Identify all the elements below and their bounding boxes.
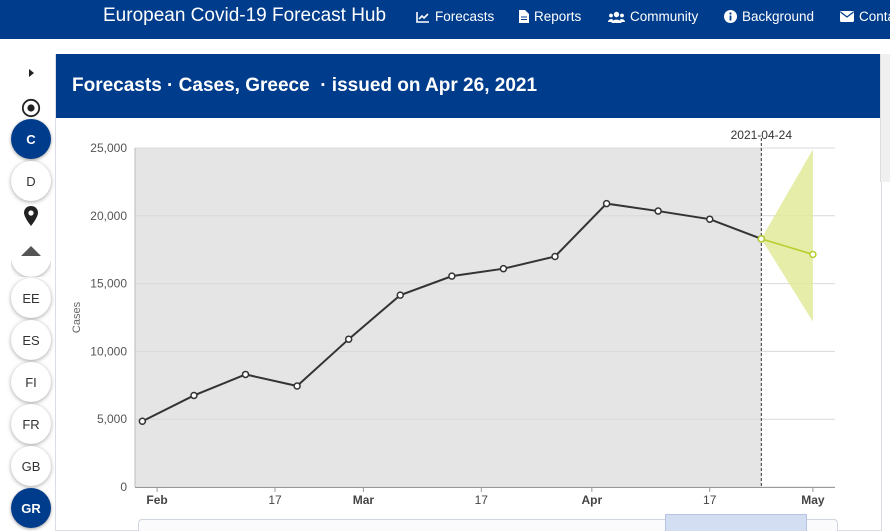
nav-contact[interactable]: Conta	[840, 9, 890, 24]
country-button-fi[interactable]: FI	[11, 362, 51, 402]
nav-background[interactable]: Background	[724, 9, 814, 24]
y-tick-label: 5,000	[97, 412, 127, 426]
info-circle-icon	[724, 10, 737, 23]
chart-series	[138, 199, 817, 425]
nav-reports-label: Reports	[534, 9, 582, 24]
target-cases-label: C	[26, 131, 36, 147]
panel-header: Forecasts · Cases, Greece · issued on Ap…	[56, 54, 881, 118]
time-range-selector-handle[interactable]	[665, 514, 807, 531]
nav-forecasts[interactable]: Forecasts	[416, 9, 494, 24]
country-label-gb: GB	[21, 458, 41, 474]
file-icon	[519, 10, 529, 23]
target-deaths-label: D	[26, 173, 36, 189]
chart-line-icon	[416, 11, 429, 23]
y-tick-label: 15,000	[90, 277, 127, 291]
country-button-gb[interactable]: GB	[11, 446, 51, 486]
observed-point	[499, 264, 508, 273]
map-marker-icon[interactable]	[20, 205, 42, 227]
target-cases-button[interactable]: C	[11, 119, 51, 159]
y-tick-label: 25,000	[90, 141, 127, 155]
forecast-interval-area	[761, 149, 813, 322]
country-button-gr[interactable]: GR	[11, 488, 51, 528]
observed-point	[241, 370, 250, 379]
y-tick-label: 10,000	[90, 344, 127, 358]
observed-point	[344, 335, 353, 343]
y-tick-label: 0	[120, 480, 127, 494]
observed-point	[551, 252, 559, 261]
x-tick-label: Feb	[146, 493, 167, 507]
country-label-fr: FR	[22, 416, 40, 432]
time-range-selector[interactable]	[138, 519, 838, 531]
observed-point	[705, 215, 714, 223]
nav-reports[interactable]: Reports	[519, 9, 581, 24]
country-label-es: ES	[22, 332, 40, 348]
forecast-date-label: 2021-04-24	[731, 128, 793, 142]
country-button-fr[interactable]: FR	[11, 404, 51, 444]
nav-community[interactable]: Community	[608, 9, 698, 24]
country-label-ee: EE	[22, 290, 40, 306]
users-icon	[608, 11, 625, 23]
observed-point	[138, 417, 147, 425]
x-tick-label: 17	[475, 493, 489, 507]
expand-chevron-icon[interactable]	[20, 62, 42, 84]
panel-title: Forecasts · Cases, Greece · issued on Ap…	[72, 75, 538, 96]
target-icon[interactable]	[20, 97, 42, 119]
country-label-fi: FI	[25, 374, 37, 390]
y-tick-label: 20,000	[90, 209, 127, 223]
observed-point	[448, 272, 456, 280]
forecast-point	[757, 235, 766, 243]
left-sidebar: C D EE ES FI FR GB GR	[0, 39, 62, 530]
observed-point	[190, 391, 198, 400]
nav-contact-label: Conta	[859, 9, 890, 24]
country-button-es[interactable]: ES	[11, 320, 51, 360]
forecast-median-line	[761, 238, 814, 256]
top-navbar: European Covid-19 Forecast Hub Forecasts…	[0, 0, 890, 39]
scroll-up-icon[interactable]	[20, 240, 42, 262]
country-button-ee[interactable]: EE	[11, 278, 51, 318]
nav-background-label: Background	[742, 9, 815, 24]
nav-forecasts-label: Forecasts	[435, 9, 495, 24]
observed-point	[654, 207, 662, 215]
plot-area-background	[135, 148, 762, 487]
country-label-gr: GR	[21, 500, 41, 516]
x-tick-label: May	[801, 493, 825, 507]
forecast-point	[809, 250, 817, 259]
target-deaths-button[interactable]: D	[11, 161, 51, 201]
observed-point	[293, 382, 301, 390]
forecast-interval-band	[761, 149, 813, 322]
x-tick-label: 17	[268, 493, 282, 507]
x-tick-label: 17	[703, 493, 717, 507]
y-axis-label: Cases	[71, 301, 83, 333]
nav-community-label: Community	[630, 9, 699, 24]
chart-axes: 0 5,000 10,000 15,000 20,000 25,000 Feb 17 Mar 17…	[90, 141, 835, 507]
observed-point	[602, 199, 611, 208]
partially-hidden-country-button	[11, 261, 51, 277]
envelope-icon	[840, 11, 854, 22]
x-tick-label: Mar	[353, 493, 375, 507]
x-tick-label: Apr	[582, 493, 603, 507]
forecast-chart: 2021-04-24 0 5,000 10,000 15,000 20,000 25,00…	[71, 128, 835, 507]
observed-point	[396, 291, 405, 299]
vertical-scrollbar[interactable]	[880, 54, 890, 182]
brand-title[interactable]: European Covid-19 Forecast Hub	[103, 5, 387, 26]
